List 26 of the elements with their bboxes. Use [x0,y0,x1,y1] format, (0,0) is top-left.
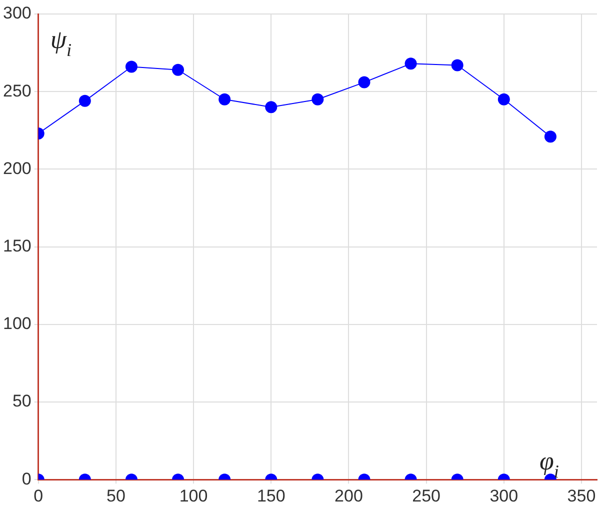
y-tick-label: 250 [2,81,32,100]
y-tick-label: 300 [2,4,32,23]
point [218,93,231,106]
x-tick-label: 200 [334,486,363,506]
x-tick-label: 0 [34,486,44,506]
y-tick-label: 150 [2,236,32,256]
point [404,58,417,70]
x-tick-label: 350 [567,486,596,506]
x-tick-label: 250 [412,486,440,506]
point [78,94,91,107]
point [358,76,370,88]
point [265,101,278,114]
point [172,64,184,76]
x-tick-label: 150 [256,486,286,506]
point [312,93,324,106]
point [544,130,556,143]
x-tick-label: 100 [179,486,208,506]
point [125,60,138,73]
x-tick-label: 50 [106,486,126,506]
y-tick-label: 50 [12,392,32,411]
y-tick-label: 200 [2,158,32,178]
y-tick-label: 100 [2,314,32,334]
y-tick-label: 0 [22,469,32,488]
point [451,59,464,72]
x-tick-label: 300 [490,486,518,506]
point [498,93,510,106]
